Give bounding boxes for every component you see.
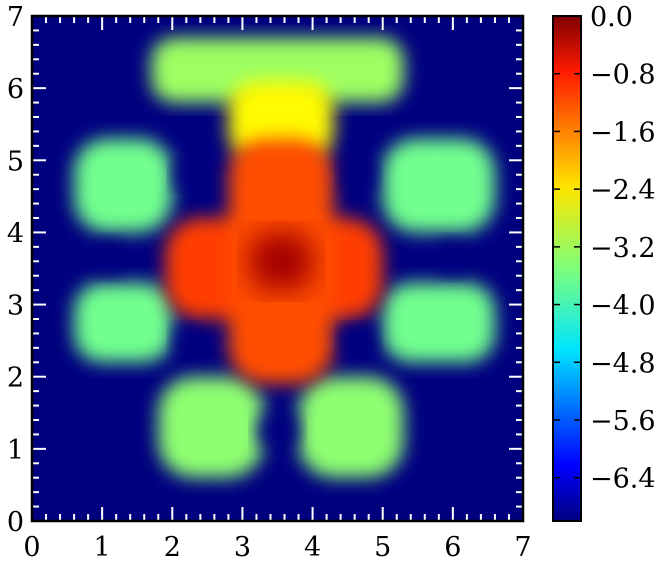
heat-region-bottom-right-lobe — [298, 376, 404, 478]
heatmap-field — [74, 37, 495, 478]
colorbar-tick-label: −4.8 — [590, 348, 656, 379]
heat-hole-upper-right-hole — [340, 160, 376, 190]
colorbar — [552, 15, 582, 522]
y-tick-label: 0 — [7, 507, 24, 538]
y-axis-tick-labels: 0 1 2 3 4 5 6 7 — [7, 2, 24, 538]
heat-region-bottom-left-lobe — [158, 376, 264, 478]
y-tick-label: 6 — [7, 74, 24, 105]
heat-region-center-peak — [249, 232, 313, 291]
x-tick-label: 1 — [94, 532, 111, 563]
heat-region-right-upper-lobe — [382, 138, 495, 233]
y-tick-label: 5 — [7, 146, 24, 177]
heat-region-top-arch-outer — [151, 37, 404, 103]
x-tick-label: 2 — [164, 532, 181, 563]
heat-hole-left-middle-hole — [95, 239, 124, 276]
heat-region-left-lower-lobe — [74, 282, 173, 363]
colorbar-tick-label: −6.4 — [590, 464, 656, 495]
colorbar-tick-labels: 0.0 −0.8 −1.6 −2.4 −3.2 −4.0 −4.8 −5.6 −6.4 — [590, 2, 656, 495]
x-tick-label: 0 — [23, 532, 40, 563]
y-tick-label: 7 — [7, 2, 24, 33]
y-tick-label: 3 — [7, 291, 24, 322]
x-tick-label: 5 — [374, 532, 391, 563]
heat-region-left-upper-lobe — [74, 138, 173, 233]
colorbar-tick-label: −4.0 — [590, 291, 656, 322]
colorbar-tick-label: −1.6 — [590, 117, 656, 148]
x-axis-tick-labels: 0 1 2 3 4 5 6 7 — [23, 532, 531, 563]
x-tick-label: 3 — [234, 532, 251, 563]
heat-hole-lower-left-hole — [172, 326, 201, 356]
colorbar-tick-label: −5.6 — [590, 406, 656, 437]
colorbar-tick-label: −3.2 — [590, 233, 656, 264]
colorbar-tick-label: 0.0 — [590, 2, 633, 33]
x-tick-label: 4 — [304, 532, 321, 563]
x-tick-label: 7 — [514, 532, 531, 563]
heat-hole-lower-right-hole — [340, 326, 376, 356]
colorbar-tick-label: −2.4 — [590, 175, 656, 206]
heat-hole-bottom-middle-hole — [256, 412, 299, 449]
colorbar-tick-label: −0.8 — [590, 60, 656, 91]
y-tick-label: 4 — [7, 218, 24, 249]
colorbar-ticks — [553, 15, 581, 479]
heat-region-right-lower-lobe — [382, 282, 495, 363]
y-tick-label: 1 — [7, 435, 24, 466]
plot-frame — [30, 14, 525, 523]
x-tick-label: 6 — [444, 532, 461, 563]
y-tick-label: 2 — [7, 363, 24, 394]
heat-hole-right-middle-hole — [438, 239, 467, 276]
heat-hole-upper-left-hole — [172, 160, 201, 190]
